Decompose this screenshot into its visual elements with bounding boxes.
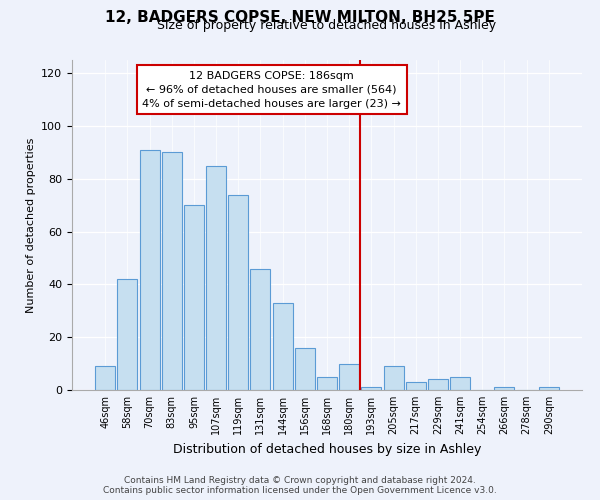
Title: Size of property relative to detached houses in Ashley: Size of property relative to detached ho… — [157, 20, 497, 32]
Bar — [272, 303, 293, 390]
Bar — [383, 366, 404, 390]
Bar — [184, 205, 204, 390]
Bar — [206, 166, 226, 390]
Bar — [162, 152, 182, 390]
X-axis label: Distribution of detached houses by size in Ashley: Distribution of detached houses by size … — [173, 442, 481, 456]
Bar — [250, 268, 271, 390]
Bar — [317, 377, 337, 390]
Bar — [450, 377, 470, 390]
Bar — [95, 366, 115, 390]
Bar — [228, 194, 248, 390]
Text: 12 BADGERS COPSE: 186sqm
← 96% of detached houses are smaller (564)
4% of semi-d: 12 BADGERS COPSE: 186sqm ← 96% of detach… — [142, 70, 401, 108]
Bar — [295, 348, 315, 390]
Bar — [428, 380, 448, 390]
Bar — [118, 279, 137, 390]
Bar — [494, 388, 514, 390]
Text: 12, BADGERS COPSE, NEW MILTON, BH25 5PE: 12, BADGERS COPSE, NEW MILTON, BH25 5PE — [105, 10, 495, 25]
Bar — [140, 150, 160, 390]
Bar — [539, 388, 559, 390]
Text: Contains HM Land Registry data © Crown copyright and database right 2024.
Contai: Contains HM Land Registry data © Crown c… — [103, 476, 497, 495]
Bar — [339, 364, 359, 390]
Bar — [406, 382, 426, 390]
Bar — [361, 388, 382, 390]
Y-axis label: Number of detached properties: Number of detached properties — [26, 138, 35, 312]
